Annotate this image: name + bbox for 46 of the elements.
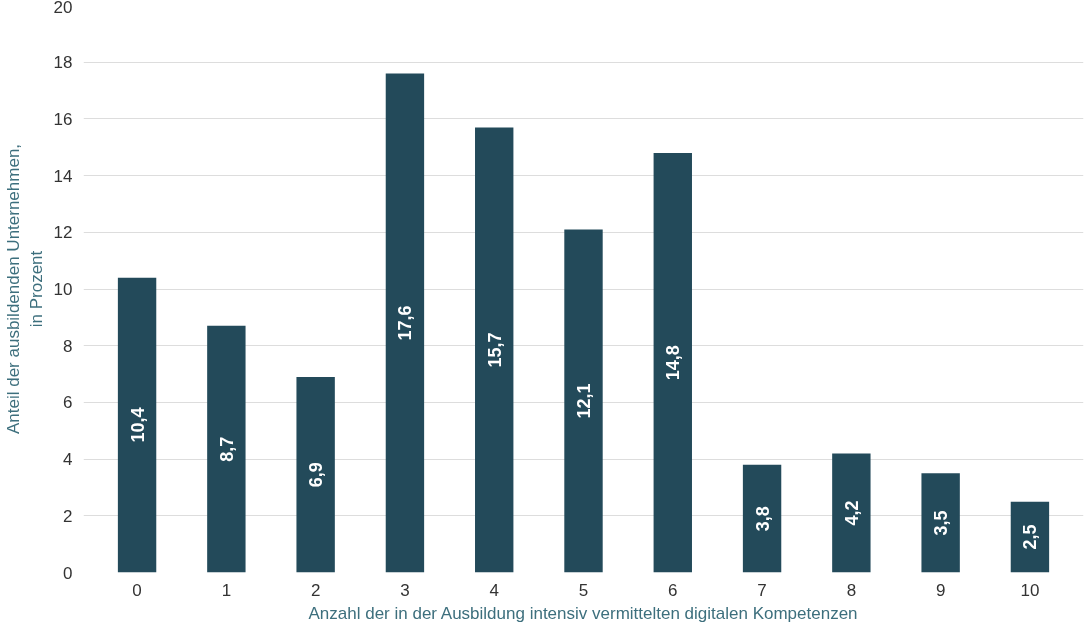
x-tick-label: 1 [221, 580, 232, 600]
data-label: 15,7 [484, 332, 505, 368]
data-label: 3,8 [752, 506, 773, 532]
y-tick-label: 0 [63, 563, 73, 583]
data-label: 14,8 [663, 345, 684, 381]
y-tick-label: 14 [53, 166, 73, 186]
x-tick-label: 10 [1020, 580, 1040, 600]
x-tick-label: 4 [489, 580, 499, 600]
x-tick-label: 2 [310, 580, 321, 600]
x-tick-label: 9 [935, 580, 946, 600]
y-tick-label: 20 [53, 0, 73, 17]
bar [832, 453, 871, 573]
y-tick-label: 4 [63, 450, 73, 470]
bar [117, 277, 157, 573]
x-tick-label: 7 [757, 580, 767, 600]
y-tick-label: 16 [53, 109, 73, 129]
bar [742, 464, 782, 573]
x-tick-label: 0 [132, 580, 142, 600]
x-tick-label: 5 [578, 580, 589, 600]
y-tick-label: 10 [53, 280, 73, 299]
x-tick-label: 3 [400, 580, 410, 600]
y-tick-label: 8 [63, 336, 73, 356]
bar [296, 376, 335, 573]
bar [475, 127, 514, 573]
bar [385, 73, 425, 573]
data-label: 17,6 [395, 305, 416, 341]
data-label: 10,4 [127, 407, 148, 443]
bar [921, 473, 960, 573]
data-label: 8,7 [216, 436, 237, 462]
data-label: 4,2 [841, 500, 862, 526]
y-tick-label: 2 [63, 506, 73, 526]
data-label: 2,5 [1020, 524, 1041, 550]
bar [207, 325, 246, 573]
x-axis-title: Anzahl der in der Ausbildung intensiv vermittelten digitalen Kompetenzen [308, 603, 858, 623]
x-tick-label: 8 [846, 580, 857, 600]
bar [564, 229, 603, 573]
y-tick-label: 18 [53, 53, 73, 73]
data-label: 3,5 [931, 510, 952, 536]
data-label: 12,1 [574, 383, 594, 419]
y-tick-label: 12 [53, 223, 73, 243]
y-tick-label: 6 [63, 393, 73, 413]
y-axis-title: Anteil der ausbildenden Unternehmen, in Prozent [3, 143, 46, 435]
bar [653, 152, 692, 573]
bar [1010, 501, 1050, 573]
x-tick-label: 6 [668, 580, 678, 600]
data-label: 6,9 [306, 462, 327, 488]
